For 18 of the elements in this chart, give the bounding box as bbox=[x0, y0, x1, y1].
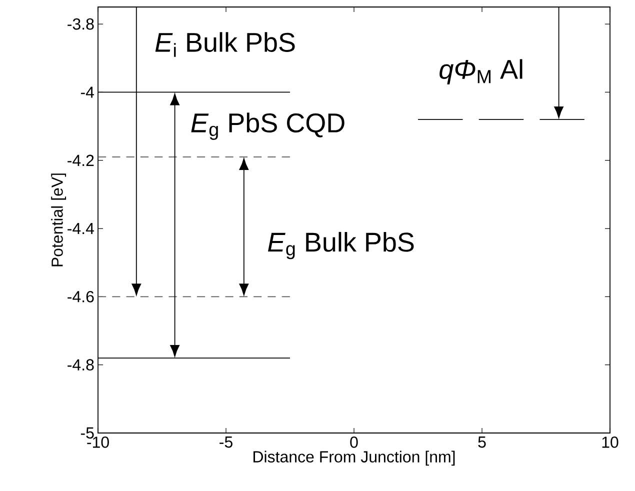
annotation: E$_{g}$ Bulk PbS bbox=[268, 232, 414, 260]
annotation: qΦ$_{M}$ Al bbox=[440, 59, 522, 84]
x-tick-label: -5 bbox=[220, 436, 232, 448]
y-tick-label: -4.6 bbox=[68, 291, 94, 302]
y-tick-label: -4.2 bbox=[68, 154, 94, 166]
y-tick-label: -3.8 bbox=[68, 18, 94, 30]
y-tick-label: -4 bbox=[80, 86, 94, 98]
y-tick-label: -4.8 bbox=[68, 359, 94, 371]
annotation: E$_{i}$ Bulk PbS bbox=[155, 32, 295, 57]
y-axis-title: Potential [eV] bbox=[51, 174, 66, 266]
x-axis-title: Distance From Junction [nm] bbox=[254, 450, 455, 466]
y-tick-label: -4.4 bbox=[68, 223, 94, 234]
x-tick-label: -10 bbox=[87, 436, 109, 448]
x-tick-label: 10 bbox=[602, 436, 618, 448]
annotation: E$_{g}$ PbS CQD bbox=[191, 112, 344, 140]
x-tick-label: 0 bbox=[350, 436, 358, 448]
x-tick-label: 5 bbox=[478, 436, 486, 448]
y-tick-label: -5 bbox=[80, 427, 94, 439]
